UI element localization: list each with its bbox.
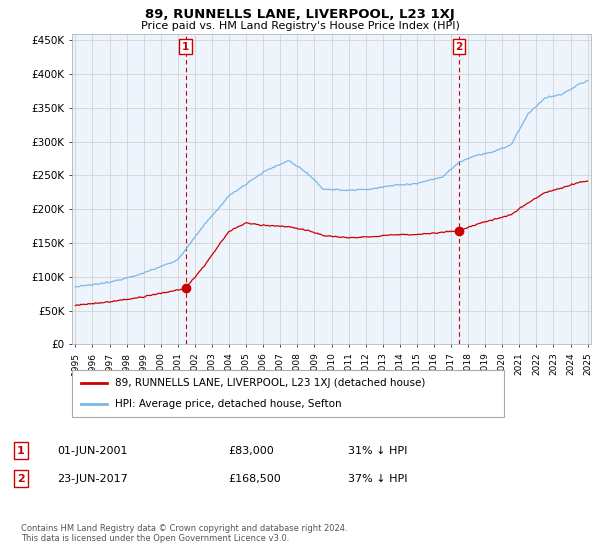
Text: 2: 2 (455, 41, 463, 52)
FancyBboxPatch shape (72, 370, 504, 417)
Text: 1: 1 (182, 41, 189, 52)
Text: Price paid vs. HM Land Registry's House Price Index (HPI): Price paid vs. HM Land Registry's House … (140, 21, 460, 31)
Text: 37% ↓ HPI: 37% ↓ HPI (348, 474, 407, 484)
Text: Contains HM Land Registry data © Crown copyright and database right 2024.
This d: Contains HM Land Registry data © Crown c… (21, 524, 347, 543)
Text: £168,500: £168,500 (228, 474, 281, 484)
Text: 01-JUN-2001: 01-JUN-2001 (57, 446, 128, 456)
Text: 89, RUNNELLS LANE, LIVERPOOL, L23 1XJ (detached house): 89, RUNNELLS LANE, LIVERPOOL, L23 1XJ (d… (115, 378, 425, 388)
Text: 1: 1 (17, 446, 25, 456)
Text: 31% ↓ HPI: 31% ↓ HPI (348, 446, 407, 456)
Text: 2: 2 (17, 474, 25, 484)
Text: £83,000: £83,000 (228, 446, 274, 456)
Text: 89, RUNNELLS LANE, LIVERPOOL, L23 1XJ: 89, RUNNELLS LANE, LIVERPOOL, L23 1XJ (145, 8, 455, 21)
Text: 23-JUN-2017: 23-JUN-2017 (57, 474, 128, 484)
Text: HPI: Average price, detached house, Sefton: HPI: Average price, detached house, Seft… (115, 399, 342, 409)
